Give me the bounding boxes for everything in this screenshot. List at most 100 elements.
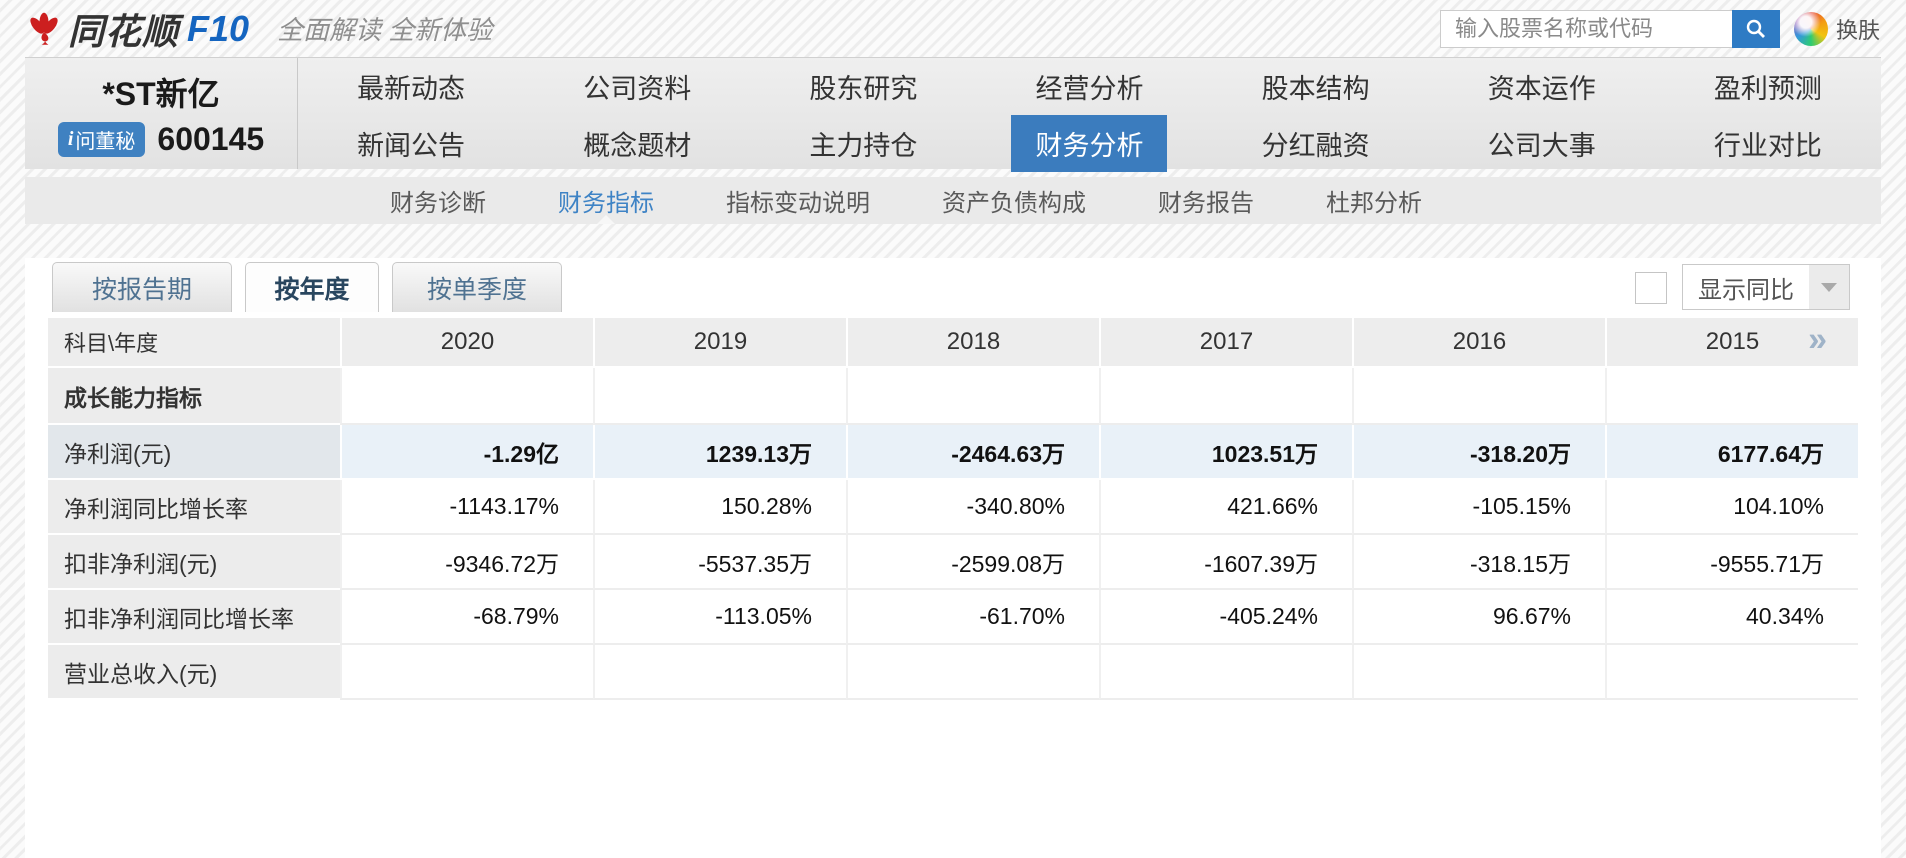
table-row-净利润同比增长率: 净利润同比增长率 -1143.17% 150.28% -340.80% 421.66% -… [48,480,1858,535]
nav-menu: 最新动态 公司资料 股东研究 经营分析 股本结构 资本运作 盈利预测新闻公告 概念题材 主力持仓… [298,58,1881,172]
content-panel: 按报告期 按年度 按单季度 显示同比 科目\年度 2020 2019 2018 2017 20… [25,258,1881,858]
value-cell [593,368,846,425]
nav-item-概念题材[interactable]: 概念题材 [583,131,692,161]
subnav-item-财务诊断[interactable]: 财务诊断 [390,190,486,217]
nav-item-公司大事[interactable]: 公司大事 [1487,131,1596,161]
table-row-扣非净利润(元): 扣非净利润(元) -9346.72万 -5537.35万 -2599.08万 -1607… [48,535,1858,590]
nav-item-公司资料[interactable]: 公司资料 [583,74,692,104]
value-cell: -9346.72万 [340,535,593,590]
nav-item-最新动态[interactable]: 最新动态 [357,74,466,104]
value-cell: -105.15% [1352,480,1605,535]
show-yoy-dropdown[interactable]: 显示同比 [1682,264,1850,310]
show-yoy-label: 显示同比 [1698,276,1794,304]
show-yoy-checkbox[interactable] [1635,272,1667,304]
nav-item-经营分析[interactable]: 经营分析 [1035,74,1144,104]
search-input[interactable] [1439,9,1732,48]
value-cell: 1239.13万 [593,425,846,480]
subnav-item-指标变动说明[interactable]: 指标变动说明 [726,190,870,217]
row-label: 营业总收入(元) [48,645,340,700]
subnav-item-财务报告[interactable]: 财务报告 [1158,190,1254,217]
financial-indicators-table: 科目\年度 2020 2019 2018 2017 2016 2015 » 成长能力指标 净利润(… [48,318,1858,700]
nav-row: 新闻公告 概念题材 主力持仓 财务分析 分红融资 公司大事 行业对比 [298,115,1881,172]
tab-按报告期[interactable]: 按报告期 [52,262,232,312]
nav-item-股本结构[interactable]: 股本结构 [1261,74,1370,104]
nav-row: 最新动态 公司资料 股东研究 经营分析 股本结构 资本运作 盈利预测 [298,58,1881,115]
nav-item-分红融资[interactable]: 分红融资 [1261,131,1370,161]
year-header-2015: 2015 » [1605,318,1858,368]
nav-cell: 股本结构 [1203,58,1429,115]
tab-按年度[interactable]: 按年度 [245,262,379,312]
year-header-2019: 2019 [593,318,846,368]
badge-label: 问董秘 [75,131,136,153]
nav-item-股东研究[interactable]: 股东研究 [809,74,918,104]
value-cell: 150.28% [593,480,846,535]
nav-cell: 分红融资 [1203,115,1429,172]
value-cell: -61.70% [846,590,1099,645]
ask-secretary-badge[interactable]: i 问董秘 [57,122,146,157]
row-label: 成长能力指标 [48,368,340,425]
value-cell [1099,645,1352,700]
search-icon [1746,19,1765,38]
row-label: 净利润同比增长率 [48,480,340,535]
main-nav: *ST新亿 i 问董秘 600145 最新动态 公司资料 股东研究 经营分析 股本结构 资本… [25,57,1881,172]
tonghuashun-logo-icon [30,12,58,45]
row-label: 净利润(元) [48,425,340,480]
tagline: 全面解读 全新体验 [277,15,493,45]
tab-按单季度[interactable]: 按单季度 [392,262,562,312]
skin-label[interactable]: 换肤 [1835,17,1880,43]
nav-cell: 行业对比 [1655,115,1881,172]
value-cell: -2599.08万 [846,535,1099,590]
value-cell [340,645,593,700]
year-header-2016: 2016 [1352,318,1605,368]
value-cell [593,645,846,700]
value-cell: -1607.39万 [1099,535,1352,590]
year-label: 2016 [1452,328,1507,355]
nav-cell: 股东研究 [750,58,976,115]
badge-i-icon: i [67,128,74,150]
value-cell [1099,368,1352,425]
nav-item-财务分析[interactable]: 财务分析 [1011,115,1168,172]
nav-item-行业对比[interactable]: 行业对比 [1713,131,1822,161]
nav-item-主力持仓[interactable]: 主力持仓 [809,131,918,161]
table-header-row: 科目\年度 2020 2019 2018 2017 2016 2015 » [48,318,1858,368]
search-button[interactable] [1731,9,1780,48]
value-cell [340,368,593,425]
nav-cell: 财务分析 [976,115,1202,172]
nav-cell: 资本运作 [1429,58,1655,115]
value-cell [1352,645,1605,700]
stock-code: 600145 [157,121,265,157]
year-label: 2020 [440,328,495,355]
top-header: 同花顺 F10 全面解读 全新体验 换肤 [0,0,1906,57]
value-cell: 421.66% [1099,480,1352,535]
search-box [1439,9,1780,48]
value-cell: -2464.63万 [846,425,1099,480]
subnav-item-资产负债构成[interactable]: 资产负债构成 [942,190,1086,217]
year-header-2020: 2020 [340,318,593,368]
table-row-营业总收入(元): 营业总收入(元) [48,645,1858,700]
value-cell: -405.24% [1099,590,1352,645]
subnav-item-杜邦分析[interactable]: 杜邦分析 [1326,190,1422,217]
nav-item-盈利预测[interactable]: 盈利预测 [1713,74,1822,104]
logo-text: 同花顺 [68,10,180,52]
subnav-item-财务指标[interactable]: 财务指标 [558,177,654,224]
more-years-chevron-icon[interactable]: » [1808,320,1827,359]
nav-cell: 经营分析 [976,58,1202,115]
nav-cell: 最新动态 [298,58,524,115]
nav-cell: 新闻公告 [298,115,524,172]
year-label: 2019 [693,328,748,355]
table-row-净利润(元): 净利润(元) -1.29亿 1239.13万 -2464.63万 1023.51万 -31… [48,425,1858,480]
nav-item-新闻公告[interactable]: 新闻公告 [357,131,466,161]
year-header-2018: 2018 [846,318,1099,368]
nav-item-资本运作[interactable]: 资本运作 [1487,74,1596,104]
stock-name: *ST新亿 [102,76,220,112]
skin-globe-icon[interactable] [1793,11,1828,46]
value-cell: -318.15万 [1352,535,1605,590]
value-cell [846,368,1099,425]
active-caret-icon [597,215,615,224]
stock-block: *ST新亿 i 问董秘 600145 [25,58,298,169]
tabs-row: 按报告期 按年度 按单季度 显示同比 [25,262,1881,312]
table-row-成长能力指标: 成长能力指标 [48,368,1858,425]
value-cell: -68.79% [340,590,593,645]
value-cell [1605,645,1858,700]
value-cell: -318.20万 [1352,425,1605,480]
